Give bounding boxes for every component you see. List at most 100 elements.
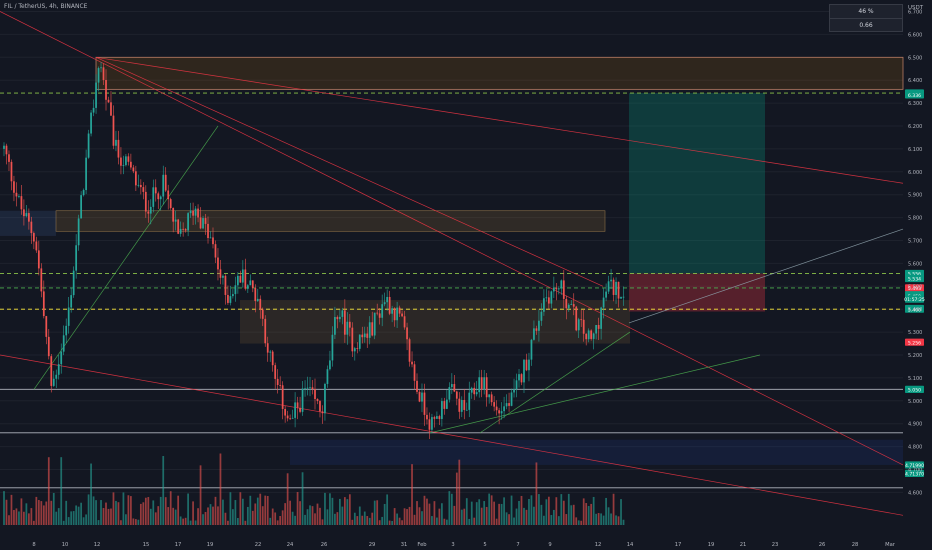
candle <box>371 322 374 336</box>
volume-bar <box>478 499 481 525</box>
y-tick-label: 5.900 <box>908 193 922 199</box>
candle <box>82 190 85 196</box>
x-tick-label: 22 <box>255 542 262 548</box>
volume-bar <box>209 504 212 525</box>
candle <box>227 294 229 303</box>
candle <box>513 389 515 393</box>
y-tick-label: 5.000 <box>908 399 922 405</box>
volume-bar <box>271 508 274 525</box>
long-stop-zone <box>629 273 765 312</box>
candle <box>144 191 147 212</box>
candle <box>169 199 172 208</box>
volume-bar <box>515 508 518 525</box>
candle <box>493 402 496 407</box>
candle <box>120 157 122 166</box>
candle <box>274 365 277 379</box>
candle <box>219 269 222 278</box>
y-tick-label: 6.500 <box>908 55 922 61</box>
candle <box>130 161 132 168</box>
volume-bar <box>244 520 247 525</box>
candle <box>244 269 247 289</box>
candle <box>125 156 127 166</box>
volume-bar <box>334 513 336 525</box>
volume-bar <box>495 518 498 525</box>
candle <box>339 316 341 320</box>
volume-bar <box>465 498 468 525</box>
candle <box>72 270 75 296</box>
candle <box>182 228 185 230</box>
candle <box>299 407 301 412</box>
volume-bar <box>523 507 525 525</box>
volume-bar <box>174 509 177 525</box>
candle <box>416 380 418 392</box>
candle <box>498 410 500 414</box>
volume-bar <box>468 518 471 525</box>
candle <box>411 361 413 365</box>
x-tick-label: 17 <box>175 542 182 548</box>
volume-bar <box>274 512 277 525</box>
volume-bar <box>463 508 466 525</box>
volume-bar <box>232 509 234 525</box>
volume-bar <box>411 464 413 525</box>
candle <box>595 324 598 334</box>
price-badge-label: 6.336 <box>908 93 921 99</box>
price-badge <box>905 338 924 346</box>
volume-bar <box>299 501 301 525</box>
candle <box>42 291 45 317</box>
volume-bar <box>436 517 438 525</box>
volume-bar <box>480 507 483 525</box>
volume-bar <box>102 507 105 525</box>
y-tick-label: 4.800 <box>908 445 922 451</box>
volume-bar <box>508 514 510 525</box>
volume-bar <box>172 507 175 525</box>
volume-bar <box>416 501 418 525</box>
candle <box>75 245 78 271</box>
candle <box>13 181 15 193</box>
candle <box>413 364 416 381</box>
volume-bar <box>622 519 625 525</box>
volume-bar <box>607 507 610 525</box>
candle <box>408 339 411 362</box>
volume-bar <box>421 511 423 525</box>
volume-bar <box>612 493 615 525</box>
symbol-legend: FIL / TetherUS, 4h, BINANCE <box>4 3 88 10</box>
trend-line <box>479 331 631 434</box>
candle <box>232 294 234 297</box>
volume-bar <box>403 508 406 525</box>
volume-bar <box>23 511 25 525</box>
volume-bar <box>473 517 476 525</box>
volume-bar <box>577 520 580 525</box>
candle <box>615 281 617 295</box>
x-tick-label: 19 <box>708 542 715 548</box>
x-tick-label: 12 <box>94 542 101 548</box>
volume-bar <box>441 503 443 525</box>
volume-bar <box>530 495 533 525</box>
candle <box>110 102 112 116</box>
volume-bar <box>125 514 127 525</box>
candle <box>189 210 192 214</box>
candle <box>468 392 471 410</box>
candle <box>40 268 43 292</box>
volume-bar <box>520 495 523 525</box>
candle <box>518 374 520 381</box>
volume-bar <box>269 517 272 525</box>
volume-bar <box>503 497 505 525</box>
price-badge <box>905 385 924 393</box>
candle <box>5 145 8 155</box>
candle <box>10 161 13 182</box>
volume-bar <box>164 497 167 525</box>
candle <box>607 281 610 292</box>
candle <box>567 304 570 309</box>
volume-bar <box>80 502 82 525</box>
candle <box>510 392 513 406</box>
volume-bar <box>371 512 374 525</box>
volume-bar <box>431 516 433 525</box>
candle <box>139 184 142 188</box>
volume-bar <box>15 508 18 525</box>
candle <box>488 394 491 398</box>
volume-bar <box>617 516 620 525</box>
candle <box>343 310 346 335</box>
volume-bar <box>510 495 513 525</box>
volume-bar <box>339 498 341 525</box>
